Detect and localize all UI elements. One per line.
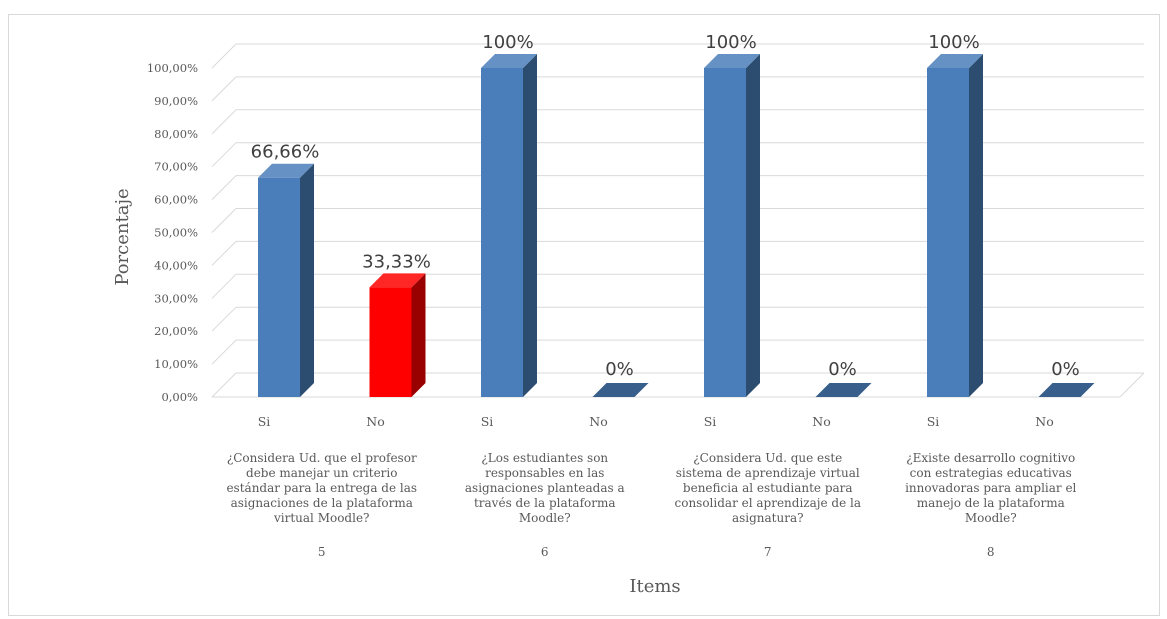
item-number: 6 — [541, 545, 549, 559]
x-axis-title: Items — [629, 576, 680, 597]
grid-line-side — [211, 306, 237, 332]
y-axis-ticks: 0,00% 10,00% 20,00% 30,00% 40,00% 50,00% 60,00… — [147, 61, 198, 404]
question-text-line: sistema de aprendizaje virtual — [676, 466, 860, 480]
question-text-line: ¿Existe desarrollo cognitivo — [906, 451, 1075, 465]
grid-line-side — [211, 43, 237, 69]
x-category-label: Si — [481, 414, 494, 429]
bar-side — [969, 54, 983, 397]
bar-top — [369, 273, 426, 288]
bar-6-si — [481, 54, 537, 397]
bar-top — [481, 54, 537, 68]
grid-line-side — [211, 109, 237, 135]
y-tick-label: 30,00% — [154, 291, 198, 305]
bars — [258, 54, 1095, 397]
data-label: 0% — [1051, 359, 1080, 380]
question-text-line: asignaciones planteadas a — [465, 481, 625, 495]
y-tick-label: 100,00% — [147, 61, 198, 75]
question-text-line: asignatura? — [732, 511, 804, 525]
data-label: 66,66% — [251, 142, 320, 163]
question-text-line: través de la plataforma — [474, 496, 616, 510]
x-category-label: No — [1035, 414, 1053, 429]
question-text-line: innovadoras para ampliar el — [905, 481, 1076, 495]
item-number: 8 — [987, 545, 995, 559]
bar-zero — [1038, 383, 1095, 397]
y-tick-label: 60,00% — [154, 193, 198, 207]
grid-layer — [211, 43, 1145, 398]
bar-side — [411, 273, 426, 397]
grid-line-side — [211, 175, 237, 200]
question-text-line: Moodle? — [965, 511, 1017, 525]
bar-front — [704, 68, 746, 397]
question-text-line: debe manejar un criterio — [246, 466, 397, 480]
y-tick-label: 80,00% — [154, 127, 198, 141]
y-tick-label: 70,00% — [154, 160, 198, 174]
y-tick-label: 90,00% — [154, 94, 198, 108]
grid-line-side — [211, 142, 237, 168]
floor-edge-side — [1119, 372, 1145, 398]
grid-line-side — [211, 241, 237, 266]
data-label: 100% — [482, 32, 533, 53]
data-label: 33,33% — [362, 251, 431, 272]
question-text-line: responsables en las — [485, 466, 604, 480]
question-text-line: con estrategias educativas — [910, 466, 1072, 480]
bar-front — [369, 287, 412, 397]
data-label: 100% — [705, 32, 756, 53]
y-tick-label: 0,00% — [161, 390, 198, 404]
question-text-line: estándar para la entrega de las — [226, 481, 417, 495]
data-label: 0% — [605, 359, 634, 380]
bar-front — [258, 177, 300, 397]
bar-side — [300, 163, 314, 397]
grid-line-side — [211, 273, 237, 299]
question-text-line: beneficia al estudiante para — [683, 481, 853, 495]
x-category-label: No — [589, 414, 607, 429]
data-labels: 66,66% 33,33% 100% 0% 100% 0% 100% 0% — [251, 32, 1080, 380]
x-category-label: Si — [258, 414, 271, 429]
bar-7-si — [704, 54, 760, 397]
y-tick-label: 20,00% — [154, 324, 198, 338]
bar-zero — [592, 383, 649, 397]
bar-5-si — [258, 163, 314, 397]
bar-zero — [815, 383, 872, 397]
item-number: 5 — [318, 545, 326, 559]
bar-top — [704, 54, 760, 68]
question-text-line: Moodle? — [519, 511, 571, 525]
bar-8-si — [927, 54, 983, 397]
question-text-line: ¿Considera Ud. que este — [693, 451, 842, 465]
question-text-line: ¿Considera Ud. que el profesor — [227, 451, 417, 465]
bar-8-no — [1038, 383, 1095, 397]
grid-line-side — [211, 208, 237, 233]
data-label: 0% — [828, 359, 857, 380]
grid-line-side — [211, 339, 237, 365]
grid-line-side — [211, 372, 237, 398]
x-category-label: Si — [704, 414, 717, 429]
bar-6-no — [592, 383, 649, 397]
item-number: 7 — [764, 545, 772, 559]
question-text-line: asignaciones de la plataforma — [231, 496, 413, 510]
y-tick-label: 50,00% — [154, 226, 198, 240]
x-category-label: No — [812, 414, 830, 429]
question-text-line: virtual Moodle? — [273, 511, 370, 525]
bar-7-no — [815, 383, 872, 397]
x-category-label: No — [366, 414, 384, 429]
y-tick-label: 40,00% — [154, 258, 198, 272]
question-text-line: ¿Los estudiantes son — [481, 451, 608, 465]
bar-top — [258, 163, 314, 178]
bar-front — [481, 68, 523, 397]
bar-side — [746, 54, 760, 397]
data-label: 100% — [928, 32, 979, 53]
y-tick-label: 10,00% — [154, 357, 198, 371]
question-text-line: consolidar el aprendizaje de la — [675, 496, 862, 510]
question-text-line: manejo de la plataforma — [917, 496, 1065, 510]
grid-line-side — [211, 76, 237, 102]
x-category-label: Si — [927, 414, 940, 429]
y-axis-title: Porcentaje — [112, 188, 133, 285]
bar-5-no — [369, 273, 426, 397]
bar-front — [927, 68, 969, 397]
bar-side — [523, 54, 537, 397]
bar-top — [927, 54, 983, 68]
